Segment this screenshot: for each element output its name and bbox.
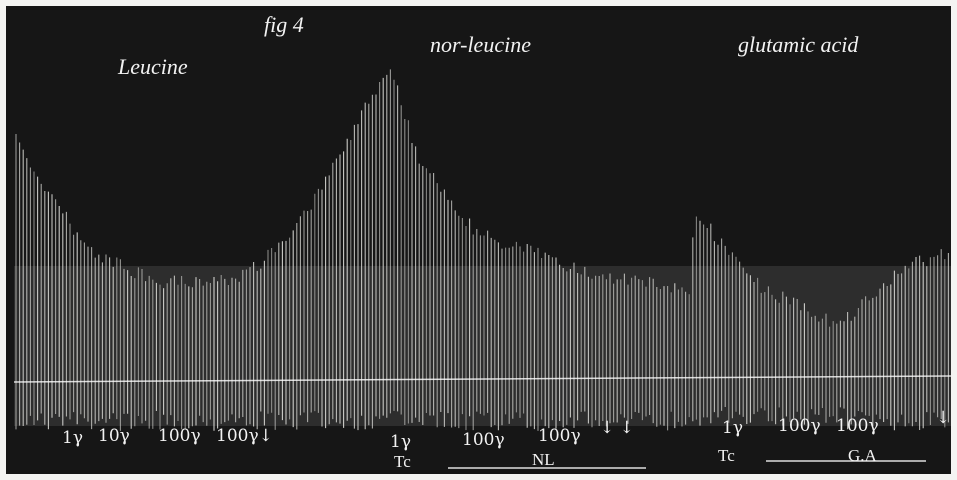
dose-mark: 100γ (462, 430, 505, 450)
dose-mark: ↓ (936, 408, 951, 428)
time-label: NL (532, 450, 555, 469)
dose-mark: 100γ (836, 416, 879, 436)
time-label: G.A (848, 446, 877, 465)
time-label: Tc (394, 452, 411, 471)
dose-mark: 100γ (158, 426, 201, 446)
figure-label: fig 4 (264, 12, 304, 37)
dose-mark: 1γ (390, 432, 411, 452)
dose-mark: 100γ (778, 416, 821, 436)
dose-mark: 100γ (538, 426, 581, 446)
trace-label: glutamic acid (738, 32, 859, 57)
trace-label: Leucine (118, 54, 188, 79)
dose-mark: 1γ (722, 418, 743, 438)
time-label: Tc (718, 446, 735, 465)
kymograph-trace (13, 69, 951, 469)
dose-mark: 1γ (62, 428, 83, 448)
kymograph-photo: fig 4 Leucine nor-leucine glutamic acid … (6, 6, 951, 474)
dose-mark: ↓ ↓ (600, 418, 634, 438)
baseline (13, 375, 951, 383)
trace-haze (14, 266, 951, 426)
dose-mark: 10γ (98, 426, 130, 446)
trace-label: nor-leucine (430, 32, 531, 57)
dose-mark: 100γ↓ (216, 426, 273, 446)
